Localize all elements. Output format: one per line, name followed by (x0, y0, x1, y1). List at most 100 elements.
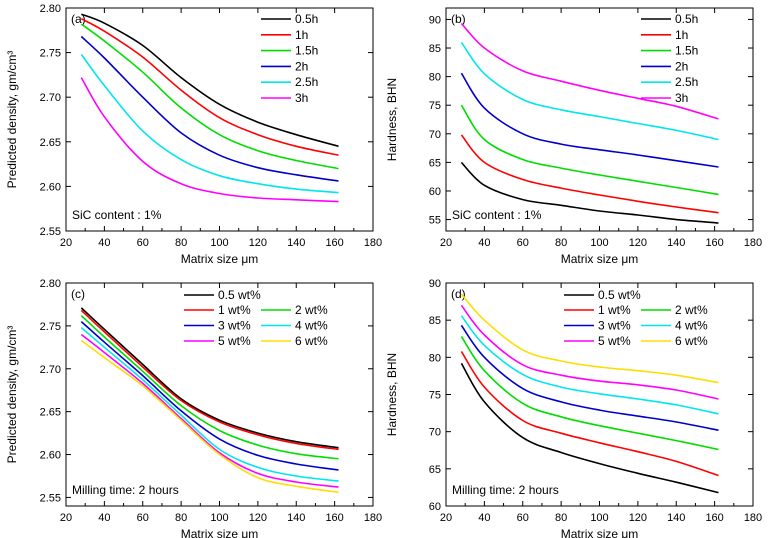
legend-label: 3 wt% (598, 319, 631, 333)
series-line-2 (80, 309, 339, 451)
legend-label: 2 wt% (675, 303, 708, 317)
series-line-1 (81, 13, 339, 148)
y-tick-label: 2.75 (40, 321, 61, 333)
y-tick-label: 85 (429, 315, 441, 327)
legend-label: 0.5 wt% (218, 288, 261, 302)
series-line-4 (460, 324, 719, 431)
y-tick-label: 70 (429, 129, 441, 141)
series-line-1 (460, 161, 719, 224)
legend-label: 2 wt% (295, 303, 328, 317)
legend-label: 1h (295, 28, 308, 42)
x-tick-label: 40 (478, 512, 490, 524)
x-tick-label: 120 (629, 237, 647, 249)
x-axis-label: Matrix size μm (181, 527, 259, 538)
y-tick-label: 2.70 (40, 92, 61, 104)
series-line-4 (80, 320, 339, 471)
series-line-7 (80, 339, 339, 494)
y-tick-label: 90 (429, 14, 441, 26)
x-tick-label: 120 (249, 512, 267, 524)
x-tick-label: 120 (249, 237, 267, 249)
x-tick-label: 80 (555, 237, 567, 249)
panel-label: (a) (71, 12, 86, 26)
x-tick-label: 40 (98, 237, 110, 249)
plot-frame (65, 7, 374, 232)
y-tick-label: 70 (429, 427, 441, 439)
y-axis-label: Hardness, BHN (385, 353, 399, 436)
y-tick-label: 2.55 (40, 226, 61, 238)
x-tick-label: 160 (325, 237, 343, 249)
legend-label: 2.5h (295, 75, 318, 89)
y-tick-label: 65 (429, 157, 441, 169)
legend-label: 4 wt% (295, 319, 328, 333)
x-tick-label: 100 (210, 512, 228, 524)
legend-label: 1 wt% (218, 303, 251, 317)
y-tick-label: 75 (429, 100, 441, 112)
legend-label: 3h (675, 91, 688, 105)
legend: 0.5 wt%1 wt% 2 wt% 3 wt% 4 wt% 5 wt% 6 wt% (184, 288, 328, 348)
x-axis-label: Matrix size μm (561, 252, 639, 266)
x-tick-label: 40 (98, 512, 110, 524)
y-tick-label: 65 (429, 464, 441, 476)
series-line-5 (460, 315, 719, 415)
x-axis-label: Matrix size μm (561, 527, 639, 538)
series-line-6 (80, 333, 339, 488)
series-line-5 (80, 326, 339, 482)
series-line-2 (460, 134, 719, 214)
panel-label: (b) (451, 12, 466, 26)
series-line-3 (80, 23, 339, 170)
x-tick-label: 20 (440, 237, 452, 249)
legend-label: 0.5h (675, 12, 698, 26)
x-tick-label: 100 (590, 237, 608, 249)
x-tick-label: 80 (555, 512, 567, 524)
x-tick-label: 20 (440, 512, 452, 524)
legend-label: 6 wt% (295, 334, 328, 348)
legend-label: 2h (295, 59, 308, 73)
y-tick-label: 2.75 (40, 48, 61, 60)
legend-label: 1.5h (675, 44, 698, 58)
legend-label: 5 wt% (598, 334, 631, 348)
x-tick-label: 40 (478, 237, 490, 249)
series-line-5 (460, 41, 719, 141)
legend-label: 0.5h (295, 12, 318, 26)
panel-label: (d) (451, 287, 466, 301)
x-tick-label: 140 (287, 512, 305, 524)
series-line-2 (80, 17, 339, 156)
y-tick-label: 75 (429, 390, 441, 402)
legend-label: 5 wt% (218, 334, 251, 348)
y-tick-label: 55 (429, 215, 441, 227)
x-tick-label: 160 (705, 512, 723, 524)
series-line-3 (460, 104, 719, 196)
x-tick-label: 100 (590, 512, 608, 524)
y-tick-label: 2.80 (40, 278, 61, 290)
y-tick-label: 85 (429, 43, 441, 55)
series-line-4 (460, 72, 719, 168)
x-tick-label: 180 (364, 237, 382, 249)
x-tick-label: 140 (667, 512, 685, 524)
x-tick-label: 160 (325, 512, 343, 524)
annotation-text: Milling time: 2 hours (452, 483, 559, 497)
x-tick-label: 100 (210, 237, 228, 249)
y-tick-label: 60 (429, 501, 441, 513)
legend-label: 0.5 wt% (598, 288, 641, 302)
y-tick-label: 2.65 (40, 137, 61, 149)
series-line-2 (460, 350, 719, 477)
y-axis-label: Hardness, BHN (385, 78, 399, 161)
y-tick-label: 80 (429, 72, 441, 84)
legend-label: 1 wt% (598, 303, 631, 317)
x-tick-label: 120 (629, 512, 647, 524)
annotation-text: Milling time: 2 hours (72, 483, 179, 497)
series-line-7 (460, 293, 719, 384)
chart-panel-3: 20 40 60 80 100 120 140 160 180 2.55 2.60 2.65 2.70 2… (5, 278, 382, 538)
y-tick-label: 60 (429, 186, 441, 198)
panel-label: (c) (71, 287, 85, 301)
chart-panel-1: 20 40 60 80 100 120 140 160 180 2.55 2.60 2.65 2.70 2… (5, 3, 382, 266)
y-axis-label: Predicted density, gm/cm³ (5, 326, 19, 464)
y-tick-label: 2.60 (40, 181, 61, 193)
x-tick-label: 60 (137, 512, 149, 524)
series-line-3 (80, 315, 339, 460)
legend-label: 6 wt% (675, 334, 708, 348)
series-line-6 (460, 304, 719, 400)
legend-label: 3 wt% (218, 319, 251, 333)
